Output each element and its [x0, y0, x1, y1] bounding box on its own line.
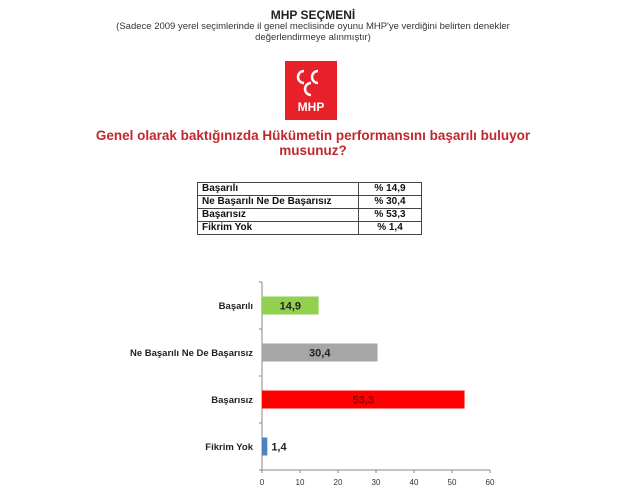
results-table: Başarılı% 14,9 Ne Başarılı Ne De Başarısı…	[197, 182, 422, 235]
row-label: Fikrim Yok	[197, 221, 359, 235]
mhp-logo: MHP	[285, 61, 337, 120]
data-label: 30,4	[309, 348, 331, 360]
x-tick-label: 60	[486, 478, 495, 487]
table-row: Ne Başarılı Ne De Başarısız% 30,4	[197, 195, 422, 209]
subtitle: (Sadece 2009 yerel seçimlerinde il genel…	[0, 21, 626, 43]
page-title: MHP SEÇMENİ	[270, 8, 356, 22]
category-label: Ne Başarılı Ne De Başarısız	[130, 348, 253, 359]
logo-text: MHP	[297, 100, 325, 114]
data-label: 14,9	[280, 301, 301, 313]
table-row: Fikrim Yok% 1,4	[197, 221, 422, 235]
x-tick-label: 40	[410, 478, 419, 487]
data-label: 1,4	[271, 442, 287, 454]
data-label: 53,3	[353, 395, 374, 407]
x-tick-label: 10	[296, 478, 305, 487]
bar	[262, 390, 465, 409]
x-tick-label: 20	[334, 478, 343, 487]
bar	[262, 437, 268, 456]
row-value: % 1,4	[358, 221, 422, 235]
question-line: musunuz?	[279, 143, 347, 158]
category-label: Başarılı	[219, 301, 253, 312]
category-label: Başarısız	[211, 395, 253, 406]
bar	[262, 343, 378, 362]
crescents-icon	[296, 69, 319, 97]
question: Genel olarak baktığınızda Hükümetin perf…	[0, 128, 626, 158]
subtitle-line: (Sadece 2009 yerel seçimlerinde il genel…	[116, 21, 510, 32]
table-row: Başarısız% 53,3	[197, 208, 422, 222]
question-line: Genel olarak baktığınızda Hükümetin perf…	[95, 128, 531, 143]
bar	[262, 296, 319, 315]
category-label: Fikrim Yok	[205, 442, 253, 453]
subtitle-line: değerlendirmeye alınmıştır)	[255, 32, 371, 43]
x-tick-label: 50	[448, 478, 457, 487]
x-tick-label: 30	[372, 478, 381, 487]
x-tick-label: 0	[260, 478, 265, 487]
